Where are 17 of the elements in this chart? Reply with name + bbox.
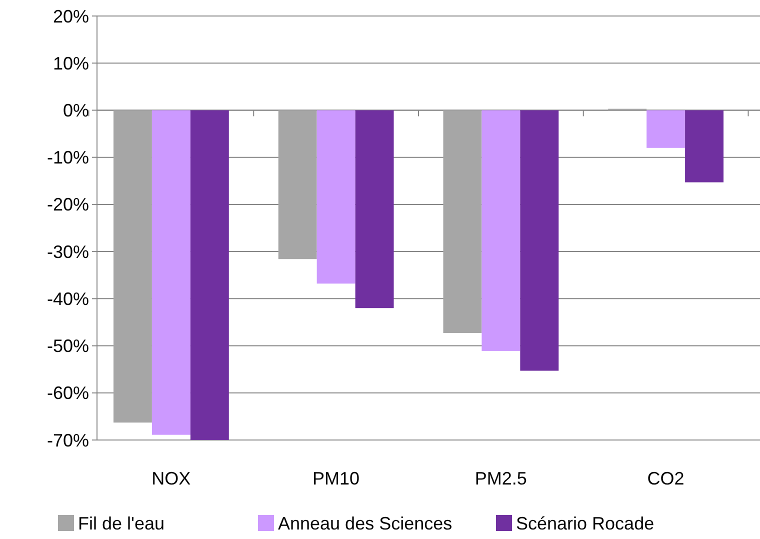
x-tick-label: CO2 [647,468,684,488]
legend-label: Scénario Rocade [516,513,654,534]
x-tick-label: NOX [152,468,191,488]
y-tick-label: -10% [46,148,89,168]
y-tick-label: -30% [46,242,89,262]
y-tick-label: -70% [46,430,89,450]
y-tick-label: 20% [52,6,89,26]
y-tick-label: -60% [46,383,89,404]
x-tick-label: PM2.5 [474,468,527,488]
y-tick-label: 10% [52,53,89,74]
legend-label: Anneau des Sciences [278,513,452,534]
y-tick-label: -20% [46,194,89,215]
x-tick-label: PM10 [312,468,360,488]
y-tick-label: 0% [62,100,89,121]
y-tick-label: -50% [46,336,89,356]
legend-label: Fil de l'eau [78,513,164,534]
y-tick-label: -40% [46,288,89,309]
